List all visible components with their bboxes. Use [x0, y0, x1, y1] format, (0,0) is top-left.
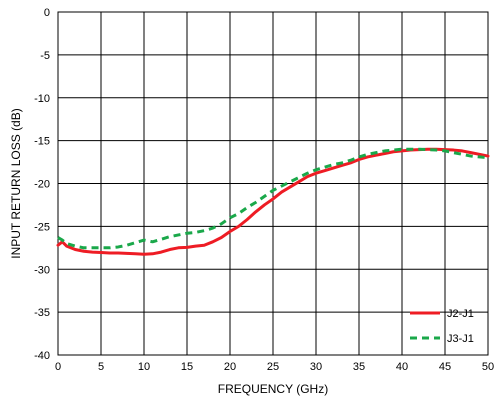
x-tick-label: 15 [181, 361, 193, 373]
y-tick-label: -5 [40, 50, 50, 62]
x-tick-label: 50 [482, 361, 494, 373]
x-tick-label: 30 [310, 361, 322, 373]
y-tick-label: -15 [34, 136, 50, 148]
x-tick-label: 45 [439, 361, 451, 373]
y-tick-label: -30 [34, 264, 50, 276]
y-tick-label: -35 [34, 307, 50, 319]
series-line-j2-j1 [56, 147, 490, 256]
x-tick-label: 5 [98, 361, 104, 373]
x-tick-label: 25 [267, 361, 279, 373]
y-tick-label: 0 [44, 7, 50, 19]
legend-label-j2-j1: J2-J1 [447, 308, 474, 320]
series [56, 147, 490, 256]
tick-labels: 0 5 10 15 20 25 30 35 40 45 50 0 -5 -10 -15 -20 -25 -30 -3… [34, 7, 494, 373]
x-tick-label: 35 [353, 361, 365, 373]
y-axis-label: INPUT RETURN LOSS (dB) [9, 108, 23, 258]
y-tick-label: -10 [34, 93, 50, 105]
y-tick-label: -25 [34, 221, 50, 233]
grid [57, 11, 489, 356]
x-tick-label: 20 [224, 361, 236, 373]
x-tick-label: 0 [55, 361, 61, 373]
legend: J2-J1 J3-J1 [410, 308, 474, 345]
y-tick-label: -40 [34, 350, 50, 362]
legend-label-j3-j1: J3-J1 [447, 333, 474, 345]
x-tick-label: 10 [138, 361, 150, 373]
x-tick-label: 40 [396, 361, 408, 373]
x-axis-label: FREQUENCY (GHz) [218, 382, 328, 396]
y-tick-label: -20 [34, 179, 50, 191]
